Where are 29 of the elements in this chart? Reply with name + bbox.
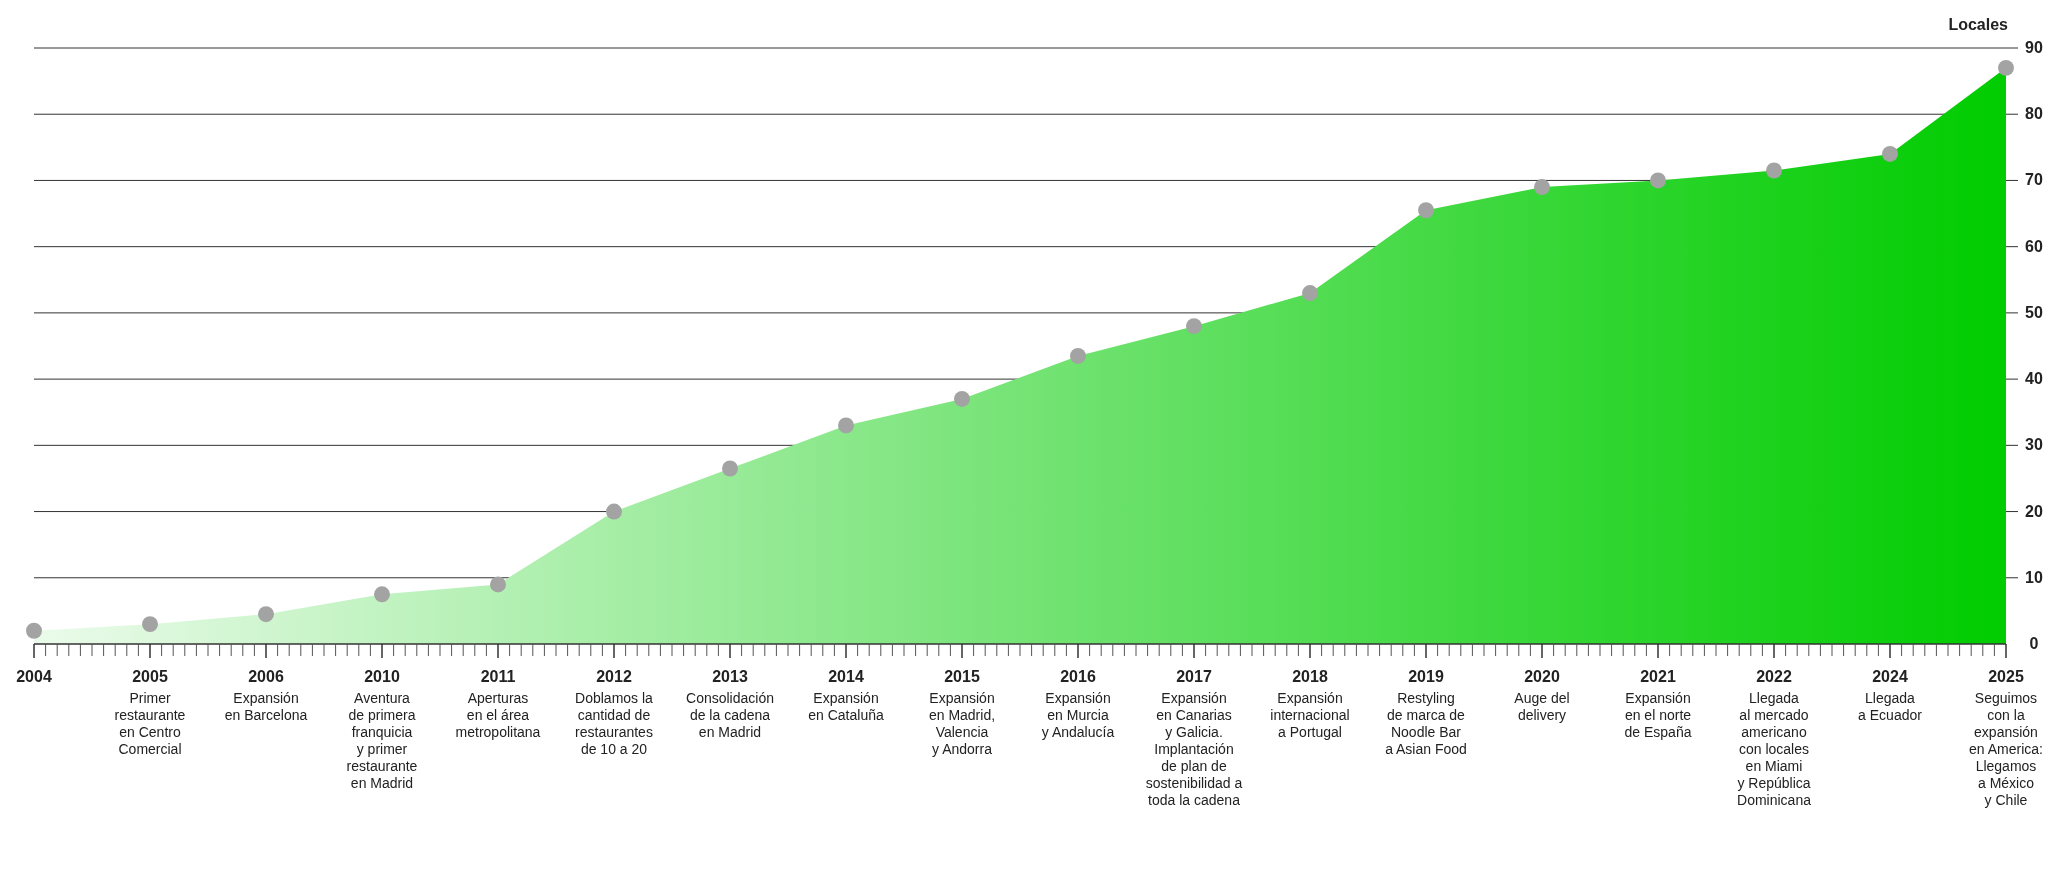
- x-tick-label: 2006 Expansión en Barcelona: [224, 668, 308, 723]
- x-tick-label: 2019 Restyling de marca de Noodle Bar a Asian Food: [1385, 668, 1467, 757]
- y-tick-label: 60: [2025, 237, 2043, 255]
- x-tick-label: 2022 Llegada al mercado americano con locales en Miami y República Dominicana: [1737, 668, 1812, 808]
- y-tick-label: 70: [2025, 171, 2043, 189]
- x-tick-label: 2011 Aperturas en el área metropolitana: [455, 668, 541, 740]
- y-axis-title: Locales: [1948, 16, 2009, 33]
- y-tick-label: 90: [2025, 39, 2043, 56]
- x-tick-label: 2015 Expansión en Madrid, Valencia y Andorra: [928, 668, 996, 757]
- y-tick-label: 0: [2029, 635, 2039, 652]
- x-tick-label: 2014 Expansión en Cataluña: [808, 668, 884, 723]
- x-tick-label: 2016 Expansión en Murcia y Andalucía: [1041, 668, 1115, 740]
- x-tick-label: 2025 Seguimos con la expansión en America: Llegamos a México y Chile: [1969, 668, 2043, 808]
- x-tick-label: 2024 Llegada a Ecuador: [1858, 668, 1923, 723]
- x-tick-label: 2010 Aventura de primera franquicia y primer restaurante en Madrid: [346, 668, 418, 791]
- y-tick-label: 10: [2025, 568, 2043, 586]
- x-tick-label: 2012 Doblamos la cantidad de restaurantes de 10 a 20: [575, 668, 654, 757]
- x-tick-label: 2021 Expansión en el norte de España: [1624, 668, 1692, 740]
- y-tick-label: 30: [2025, 436, 2043, 454]
- x-tick-label: 2020 Auge del delivery: [1514, 668, 1570, 723]
- y-tick-label: 50: [2025, 303, 2043, 321]
- x-tick-label: 2018 Expansión internacional a Portugal: [1270, 668, 1350, 740]
- y-tick-label: 20: [2025, 502, 2043, 520]
- y-tick-label: 40: [2025, 370, 2043, 388]
- x-tick-label: 2004: [16, 668, 52, 685]
- x-tick-label: 2013 Consolidación de la cadena en Madrid: [686, 668, 774, 740]
- y-tick-label: 80: [2025, 105, 2043, 123]
- x-tick-label: 2005 Primer restaurante en Centro Comercial: [114, 668, 186, 757]
- x-tick-label: 2017 Expansión en Canarias y Galicia. Implantación de plan de sostenibilidad a toda la cadena: [1145, 668, 1243, 808]
